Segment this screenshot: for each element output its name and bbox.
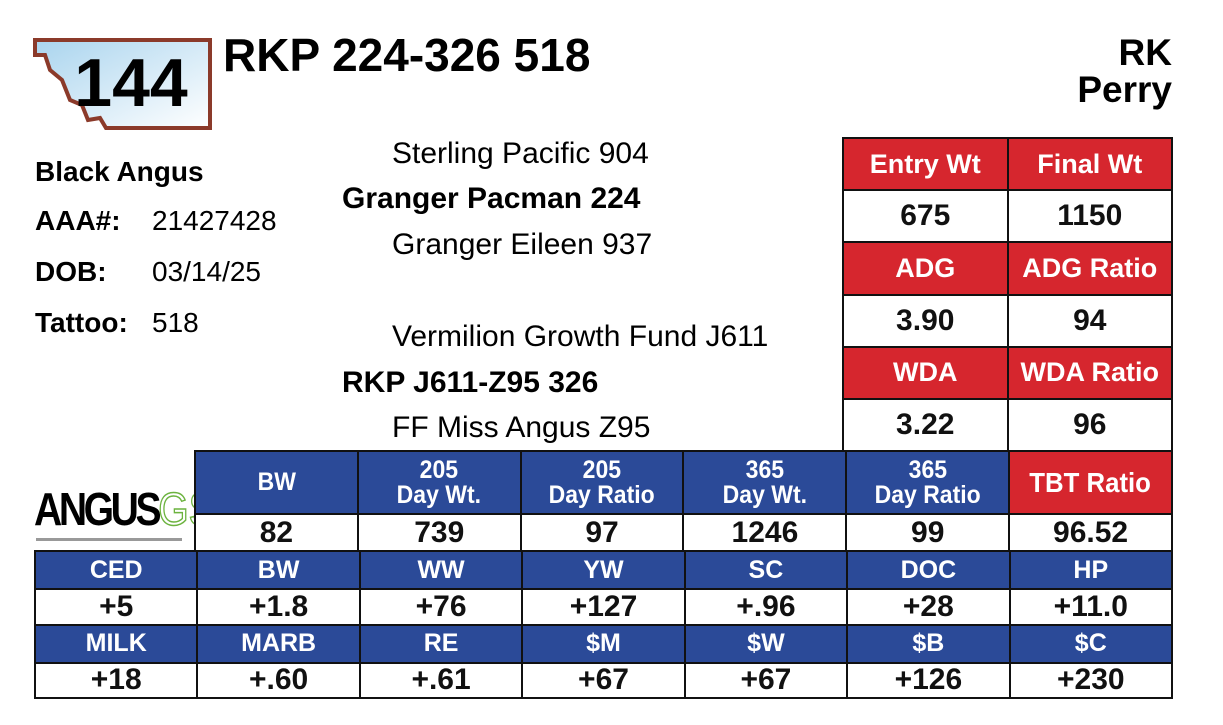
info-label: AAA#: bbox=[35, 205, 121, 236]
dam-sire: Vermilion Growth Fund J611 bbox=[392, 320, 769, 353]
epd-value: +126 bbox=[848, 663, 1009, 697]
dam-dam: FF Miss Angus Z95 bbox=[392, 411, 651, 444]
epd-value: +67 bbox=[523, 663, 684, 697]
weight-value: 96.52 bbox=[1010, 515, 1171, 550]
montana-shape bbox=[33, 38, 212, 130]
weight-header: TBT Ratio bbox=[1010, 452, 1171, 513]
perf-value: 1150 bbox=[1008, 191, 1171, 242]
epd-header: $B bbox=[848, 625, 1009, 662]
performance-table: Entry Wt Final Wt 675 1150 ADG ADG Ratio 3.90 9… bbox=[842, 137, 1173, 452]
perf-value: 94 bbox=[1008, 295, 1171, 346]
perf-header: ADG Ratio bbox=[1008, 243, 1171, 294]
lot-badge: 144 bbox=[33, 38, 212, 130]
epd-value: +11.0 bbox=[1010, 590, 1171, 624]
weight-header: BW bbox=[196, 452, 357, 513]
weight-header: 365 Day Ratio bbox=[847, 452, 1009, 513]
weight-value: 739 bbox=[358, 515, 520, 550]
epd-header: HP bbox=[1010, 552, 1171, 588]
header-line: 205 bbox=[420, 455, 459, 484]
epd-value: +1.8 bbox=[198, 590, 359, 624]
logo: ANGUSGS bbox=[34, 482, 215, 536]
header-line: 365 bbox=[908, 455, 947, 484]
epd-value: +67 bbox=[685, 663, 847, 697]
lot-number: 144 bbox=[74, 45, 188, 121]
info-value: 518 bbox=[152, 307, 199, 338]
epd-value: +76 bbox=[360, 590, 522, 624]
epd-value: +.96 bbox=[685, 590, 847, 624]
breed: Black Angus bbox=[35, 156, 204, 187]
epd-header: $M bbox=[523, 625, 684, 662]
sire: Granger Pacman 224 bbox=[342, 182, 641, 215]
weight-value: 99 bbox=[847, 515, 1009, 550]
title: RKP 224-326 518 bbox=[223, 29, 591, 81]
perf-value: 96 bbox=[1008, 399, 1171, 450]
info-label: DOB: bbox=[35, 256, 107, 287]
epd-value: +5 bbox=[36, 590, 197, 624]
sire-dam: Granger Eileen 937 bbox=[392, 228, 653, 261]
header-line: BW bbox=[257, 468, 296, 496]
header-line: 205 bbox=[582, 455, 622, 484]
epd-value: +18 bbox=[36, 663, 197, 697]
epd-table: CED BW WW YW SC DOC HP +5 +1.8 +76 +127 +.96 +28 +11.… bbox=[34, 550, 1173, 699]
epd-header: BW bbox=[198, 552, 359, 588]
epd-header: DOC bbox=[848, 552, 1009, 588]
epd-header: RE bbox=[360, 625, 522, 662]
sire-sire: Sterling Pacific 904 bbox=[392, 137, 649, 170]
weights-table: BW 205 Day Wt. 205 Day Ratio 365 Day Wt. 365 Day… bbox=[194, 450, 1173, 552]
perf-value: 3.22 bbox=[844, 399, 1007, 450]
epd-header: MARB bbox=[198, 625, 359, 662]
owner-line: RK bbox=[1118, 32, 1172, 73]
header-line: TBT Ratio bbox=[1029, 466, 1152, 498]
weight-value: 97 bbox=[521, 515, 683, 550]
weight-header: 365 Day Wt. bbox=[684, 452, 846, 513]
header-line: Day Wt. bbox=[397, 480, 482, 509]
perf-header: ADG bbox=[844, 243, 1007, 294]
info-value: 03/14/25 bbox=[152, 256, 261, 287]
perf-header: WDA bbox=[844, 347, 1007, 398]
epd-value: +127 bbox=[523, 590, 684, 624]
epd-value: +230 bbox=[1010, 663, 1171, 697]
epd-header: YW bbox=[523, 552, 684, 588]
header-line: 365 bbox=[745, 455, 785, 484]
header-line: Day Ratio bbox=[549, 480, 656, 509]
info-value: 21427428 bbox=[152, 205, 277, 236]
perf-header: WDA Ratio bbox=[1008, 347, 1171, 398]
epd-value: +28 bbox=[848, 590, 1009, 624]
weight-value: 1246 bbox=[684, 515, 846, 550]
owner-line: Perry bbox=[1077, 69, 1172, 110]
header-line: Day Ratio bbox=[874, 480, 981, 509]
perf-value: 3.90 bbox=[844, 295, 1007, 346]
epd-header: WW bbox=[360, 552, 522, 588]
epd-header: $C bbox=[1010, 625, 1171, 662]
weight-header: 205 Day Ratio bbox=[521, 452, 683, 513]
epd-header: CED bbox=[36, 552, 197, 588]
logo-rule bbox=[36, 538, 182, 541]
epd-value: +.61 bbox=[360, 663, 522, 697]
weight-value: 82 bbox=[196, 515, 357, 550]
epd-header: $W bbox=[685, 625, 847, 662]
epd-value: +.60 bbox=[198, 663, 359, 697]
epd-header: SC bbox=[685, 552, 847, 588]
weight-header: 205 Day Wt. bbox=[358, 452, 520, 513]
header-line: Day Wt. bbox=[722, 480, 808, 509]
perf-header: Final Wt bbox=[1008, 139, 1171, 190]
info-label: Tattoo: bbox=[35, 307, 128, 338]
perf-header: Entry Wt bbox=[844, 139, 1007, 190]
logo-main: ANGUS bbox=[34, 483, 162, 535]
perf-value: 675 bbox=[844, 191, 1007, 242]
dam: RKP J611-Z95 326 bbox=[342, 366, 599, 399]
epd-header: MILK bbox=[36, 625, 197, 662]
